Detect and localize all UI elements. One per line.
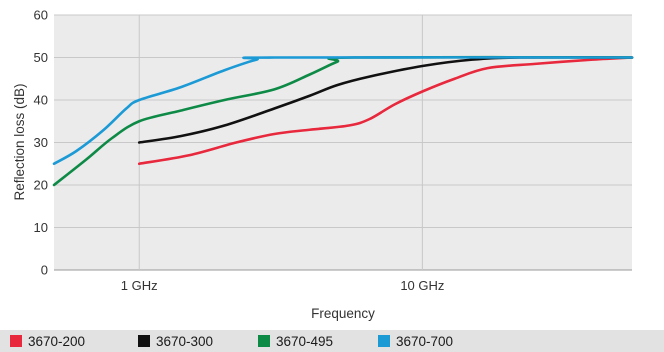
legend: 3670-200 3670-300 3670-495 3670-700 <box>0 330 664 352</box>
x-tick-label: 1 GHz <box>121 278 158 293</box>
legend-item-3670-300: 3670-300 <box>132 334 252 349</box>
y-tick-label: 50 <box>34 50 48 65</box>
y-tick-label: 30 <box>34 135 48 150</box>
y-tick-label: 0 <box>41 263 48 278</box>
legend-item-3670-700: 3670-700 <box>372 334 453 349</box>
legend-item-3670-200: 3670-200 <box>4 334 132 349</box>
legend-swatch-3670-200 <box>10 335 22 347</box>
series-line-3670-200 <box>137 56 634 166</box>
legend-label-3670-300: 3670-300 <box>156 333 214 349</box>
legend-item-3670-495: 3670-495 <box>252 334 372 349</box>
y-tick-labels: 0 10 20 30 40 50 60 <box>34 8 48 278</box>
x-tick-labels: 1 GHz 10 GHz <box>121 278 445 293</box>
y-axis-title: Reflection loss (dB) <box>12 83 27 200</box>
legend-swatch-3670-700 <box>378 335 390 347</box>
x-axis-title: Frequency <box>311 306 375 321</box>
y-tick-label: 10 <box>34 220 48 235</box>
legend-label-3670-495: 3670-495 <box>276 333 334 349</box>
legend-label-3670-200: 3670-200 <box>28 333 86 349</box>
legend-label-3670-700: 3670-700 <box>396 333 454 349</box>
series-line-3670-700 <box>52 56 634 166</box>
series-lines <box>52 55 634 187</box>
legend-swatch-3670-495 <box>258 335 270 347</box>
y-tick-label: 20 <box>34 178 48 193</box>
chart-plot: 0 10 20 30 40 50 60 1 GHz 10 GHz Frequency Refl… <box>12 8 634 321</box>
y-tick-label: 40 <box>34 93 48 108</box>
legend-swatch-3670-300 <box>138 335 150 347</box>
x-tick-label: 10 GHz <box>400 278 444 293</box>
y-tick-label: 60 <box>34 8 48 23</box>
